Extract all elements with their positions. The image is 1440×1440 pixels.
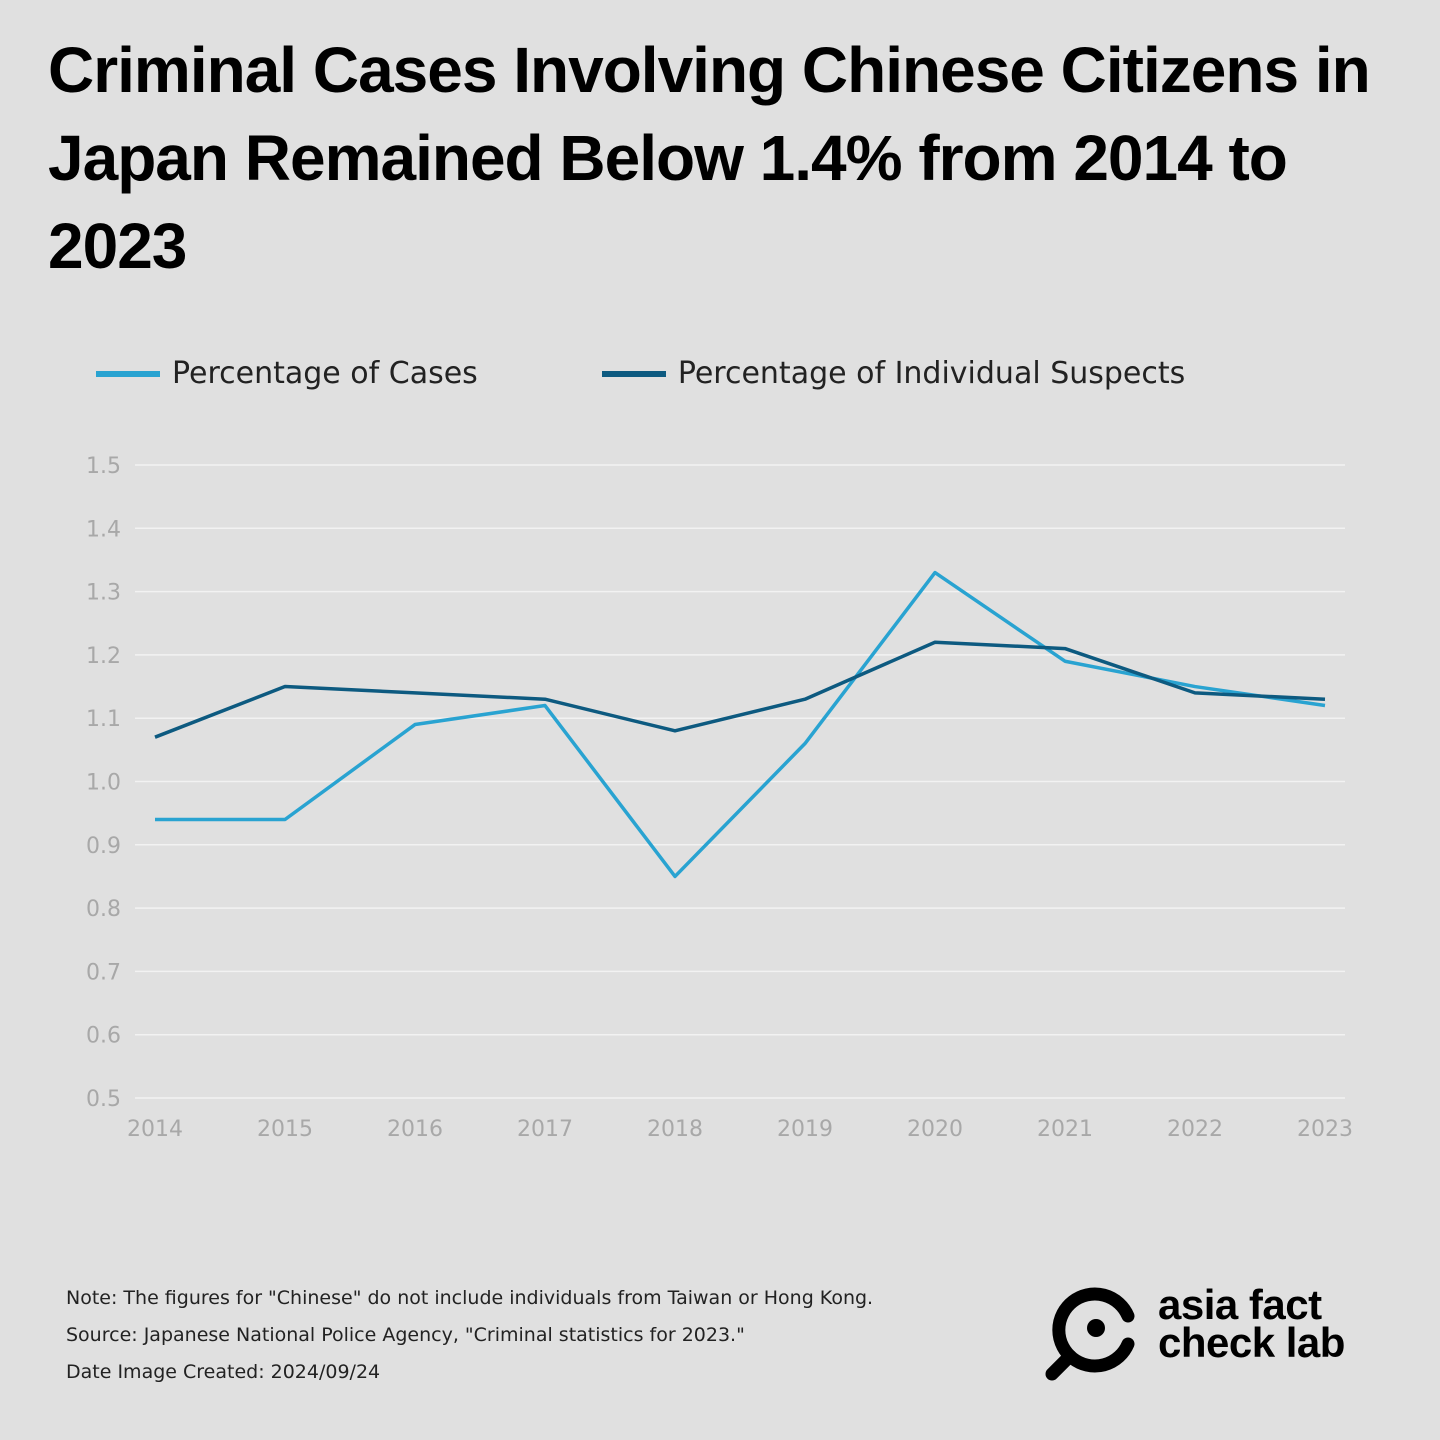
source-text: Source: Japanese National Police Agency,… — [66, 1324, 745, 1346]
y-tick-label: 1.3 — [86, 581, 121, 606]
logo-line-2: check lab — [1158, 1319, 1345, 1366]
x-tick-label: 2022 — [1167, 1117, 1223, 1142]
y-tick-label: 0.7 — [86, 960, 121, 985]
legend-swatch-suspects — [601, 370, 666, 377]
legend-label-cases: Percentage of Cases — [172, 356, 478, 391]
legend-item-suspects: Percentage of Individual Suspects — [601, 356, 1186, 391]
y-tick-label: 1.1 — [86, 707, 121, 732]
x-tick-label: 2019 — [777, 1117, 833, 1142]
x-tick-label: 2020 — [907, 1117, 963, 1142]
y-tick-label: 1.5 — [86, 454, 121, 479]
notes: Note: The figures for "Chinese" do not i… — [66, 1280, 873, 1391]
x-tick-label: 2018 — [647, 1117, 703, 1142]
y-tick-label: 0.5 — [86, 1087, 121, 1112]
x-tick-label: 2023 — [1297, 1117, 1353, 1142]
series-line-suspects — [154, 640, 1326, 739]
logo-line-1: asia fact — [1158, 1281, 1322, 1328]
chart-title: Criminal Cases Involving Chinese Citizen… — [48, 34, 1371, 282]
gridlines — [135, 464, 1345, 1099]
y-tick-label: 0.6 — [86, 1024, 121, 1049]
date-text: Date Image Created: 2024/09/24 — [66, 1361, 381, 1383]
x-tick-label: 2014 — [127, 1117, 183, 1142]
y-tick-label: 1.2 — [86, 644, 121, 669]
y-axis-ticks: 0.5 0.6 0.7 0.8 0.9 1.0 1.1 1.2 1.3 1.4 1.5 — [86, 454, 121, 1112]
legend-label-suspects: Percentage of Individual Suspects — [677, 356, 1186, 391]
y-tick-label: 1.4 — [86, 517, 121, 542]
x-tick-label: 2021 — [1037, 1117, 1093, 1142]
x-tick-label: 2016 — [387, 1117, 443, 1142]
asia-fact-check-lab-logo: asia fact check lab — [1040, 1282, 1380, 1392]
y-tick-label: 0.8 — [86, 897, 121, 922]
legend: Percentage of Cases Percentage of Indivi… — [96, 356, 1185, 391]
y-tick-label: 1.0 — [86, 771, 121, 796]
x-tick-label: 2015 — [257, 1117, 313, 1142]
note-text: Note: The figures for "Chinese" do not i… — [66, 1287, 874, 1309]
x-tick-label: 2017 — [517, 1117, 573, 1142]
series-lines — [154, 570, 1326, 879]
x-axis-ticks: 2014 2015 2016 2017 2018 2019 2020 2021 2022 2023 — [127, 1117, 1353, 1142]
magnifier-icon — [1045, 1287, 1135, 1381]
legend-swatch-cases — [96, 370, 160, 377]
legend-item-cases: Percentage of Cases — [96, 356, 478, 391]
series-line-cases — [155, 570, 1326, 879]
y-tick-label: 0.9 — [86, 834, 121, 859]
